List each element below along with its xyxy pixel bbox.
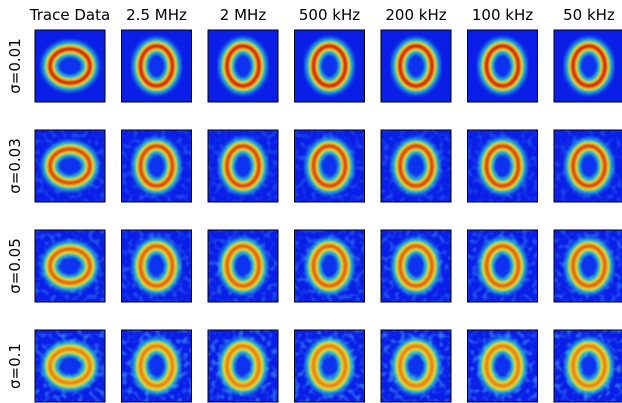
heatmap-image	[295, 30, 365, 102]
column-title: 200 kHz	[385, 6, 446, 24]
center	[149, 57, 163, 75]
center	[322, 257, 336, 275]
center	[582, 157, 596, 175]
column-title: 2.5 MHz	[126, 6, 187, 24]
heatmap-content	[554, 30, 622, 102]
heatmap-content	[35, 230, 105, 302]
heatmap-content	[295, 230, 365, 302]
heatmap-image	[554, 330, 622, 402]
row-label: σ=0.01	[6, 38, 24, 93]
center	[322, 57, 336, 75]
center	[409, 57, 423, 75]
heatmap-content	[35, 330, 105, 402]
heatmap-image	[35, 130, 105, 202]
heatmap-image	[468, 230, 538, 302]
heatmap-content	[381, 30, 451, 102]
column-title: 100 kHz	[472, 6, 533, 24]
heatmap-content	[208, 30, 278, 102]
heatmap-image	[208, 130, 278, 202]
heatmap-content	[468, 30, 538, 102]
heatmap-image	[122, 230, 192, 302]
heatmap-content	[295, 330, 365, 402]
center	[149, 157, 163, 175]
heatmap-content	[381, 230, 451, 302]
heatmap-image	[35, 330, 105, 402]
center	[409, 357, 423, 375]
heatmap-image	[468, 330, 538, 402]
heatmap-image	[554, 230, 622, 302]
center	[236, 157, 250, 175]
heatmap-content	[35, 130, 105, 202]
heatmap-content	[468, 230, 538, 302]
heatmap-content	[468, 330, 538, 402]
center	[322, 157, 336, 175]
heatmap-content	[295, 130, 365, 202]
column-title: 500 kHz	[299, 6, 360, 24]
center	[582, 257, 596, 275]
heatmap-image	[554, 30, 622, 102]
heatmap-content	[208, 330, 278, 402]
heatmap-content	[208, 230, 278, 302]
center	[322, 357, 336, 375]
heatmap-image	[468, 130, 538, 202]
row-label: σ=0.1	[6, 343, 24, 389]
center	[495, 157, 509, 175]
heatmap-content	[122, 30, 192, 102]
heatmap-content	[468, 130, 538, 202]
center	[236, 57, 250, 75]
column-title: 50 kHz	[563, 6, 615, 24]
heatmap-image	[381, 330, 451, 402]
center	[149, 357, 163, 375]
center	[409, 157, 423, 175]
heatmap-image	[208, 230, 278, 302]
center	[236, 357, 250, 375]
heatmap-content	[208, 130, 278, 202]
heatmap-image	[35, 230, 105, 302]
heatmap-image	[35, 30, 105, 102]
center	[61, 258, 79, 273]
heatmap-image	[122, 30, 192, 102]
heatmap-content	[554, 330, 622, 402]
center	[495, 357, 509, 375]
heatmap-content	[122, 130, 192, 202]
heatmap-image	[381, 130, 451, 202]
center	[61, 358, 79, 373]
heatmap-content	[381, 130, 451, 202]
center	[495, 57, 509, 75]
heatmap-content	[295, 30, 365, 102]
center	[61, 158, 79, 173]
heatmap-image	[468, 30, 538, 102]
heatmap-content	[122, 330, 192, 402]
center	[61, 58, 79, 73]
heatmap-content	[554, 130, 622, 202]
heatmap-image	[554, 130, 622, 202]
center	[495, 257, 509, 275]
center	[149, 257, 163, 275]
column-title: 2 MHz	[220, 6, 267, 24]
heatmap-image	[295, 130, 365, 202]
heatmap-image	[381, 230, 451, 302]
heatmap-image	[295, 230, 365, 302]
center	[582, 357, 596, 375]
center	[582, 57, 596, 75]
center	[409, 257, 423, 275]
heatmap-image	[122, 130, 192, 202]
heatmap-image	[208, 330, 278, 402]
row-label: σ=0.05	[6, 238, 24, 293]
heatmap-content	[122, 230, 192, 302]
center	[236, 257, 250, 275]
heatmap-image	[122, 330, 192, 402]
heatmap-image	[295, 330, 365, 402]
heatmap-content	[381, 330, 451, 402]
heatmap-image	[381, 30, 451, 102]
column-title: Trace Data	[29, 6, 110, 24]
heatmap-content	[554, 230, 622, 302]
heatmap-image	[208, 30, 278, 102]
figure: Trace Data 2.5 MHz 2 MHz 500 kHz 200 kHz 100 …	[0, 0, 622, 403]
row-label: σ=0.03	[6, 138, 24, 193]
heatmap-content	[35, 30, 105, 102]
